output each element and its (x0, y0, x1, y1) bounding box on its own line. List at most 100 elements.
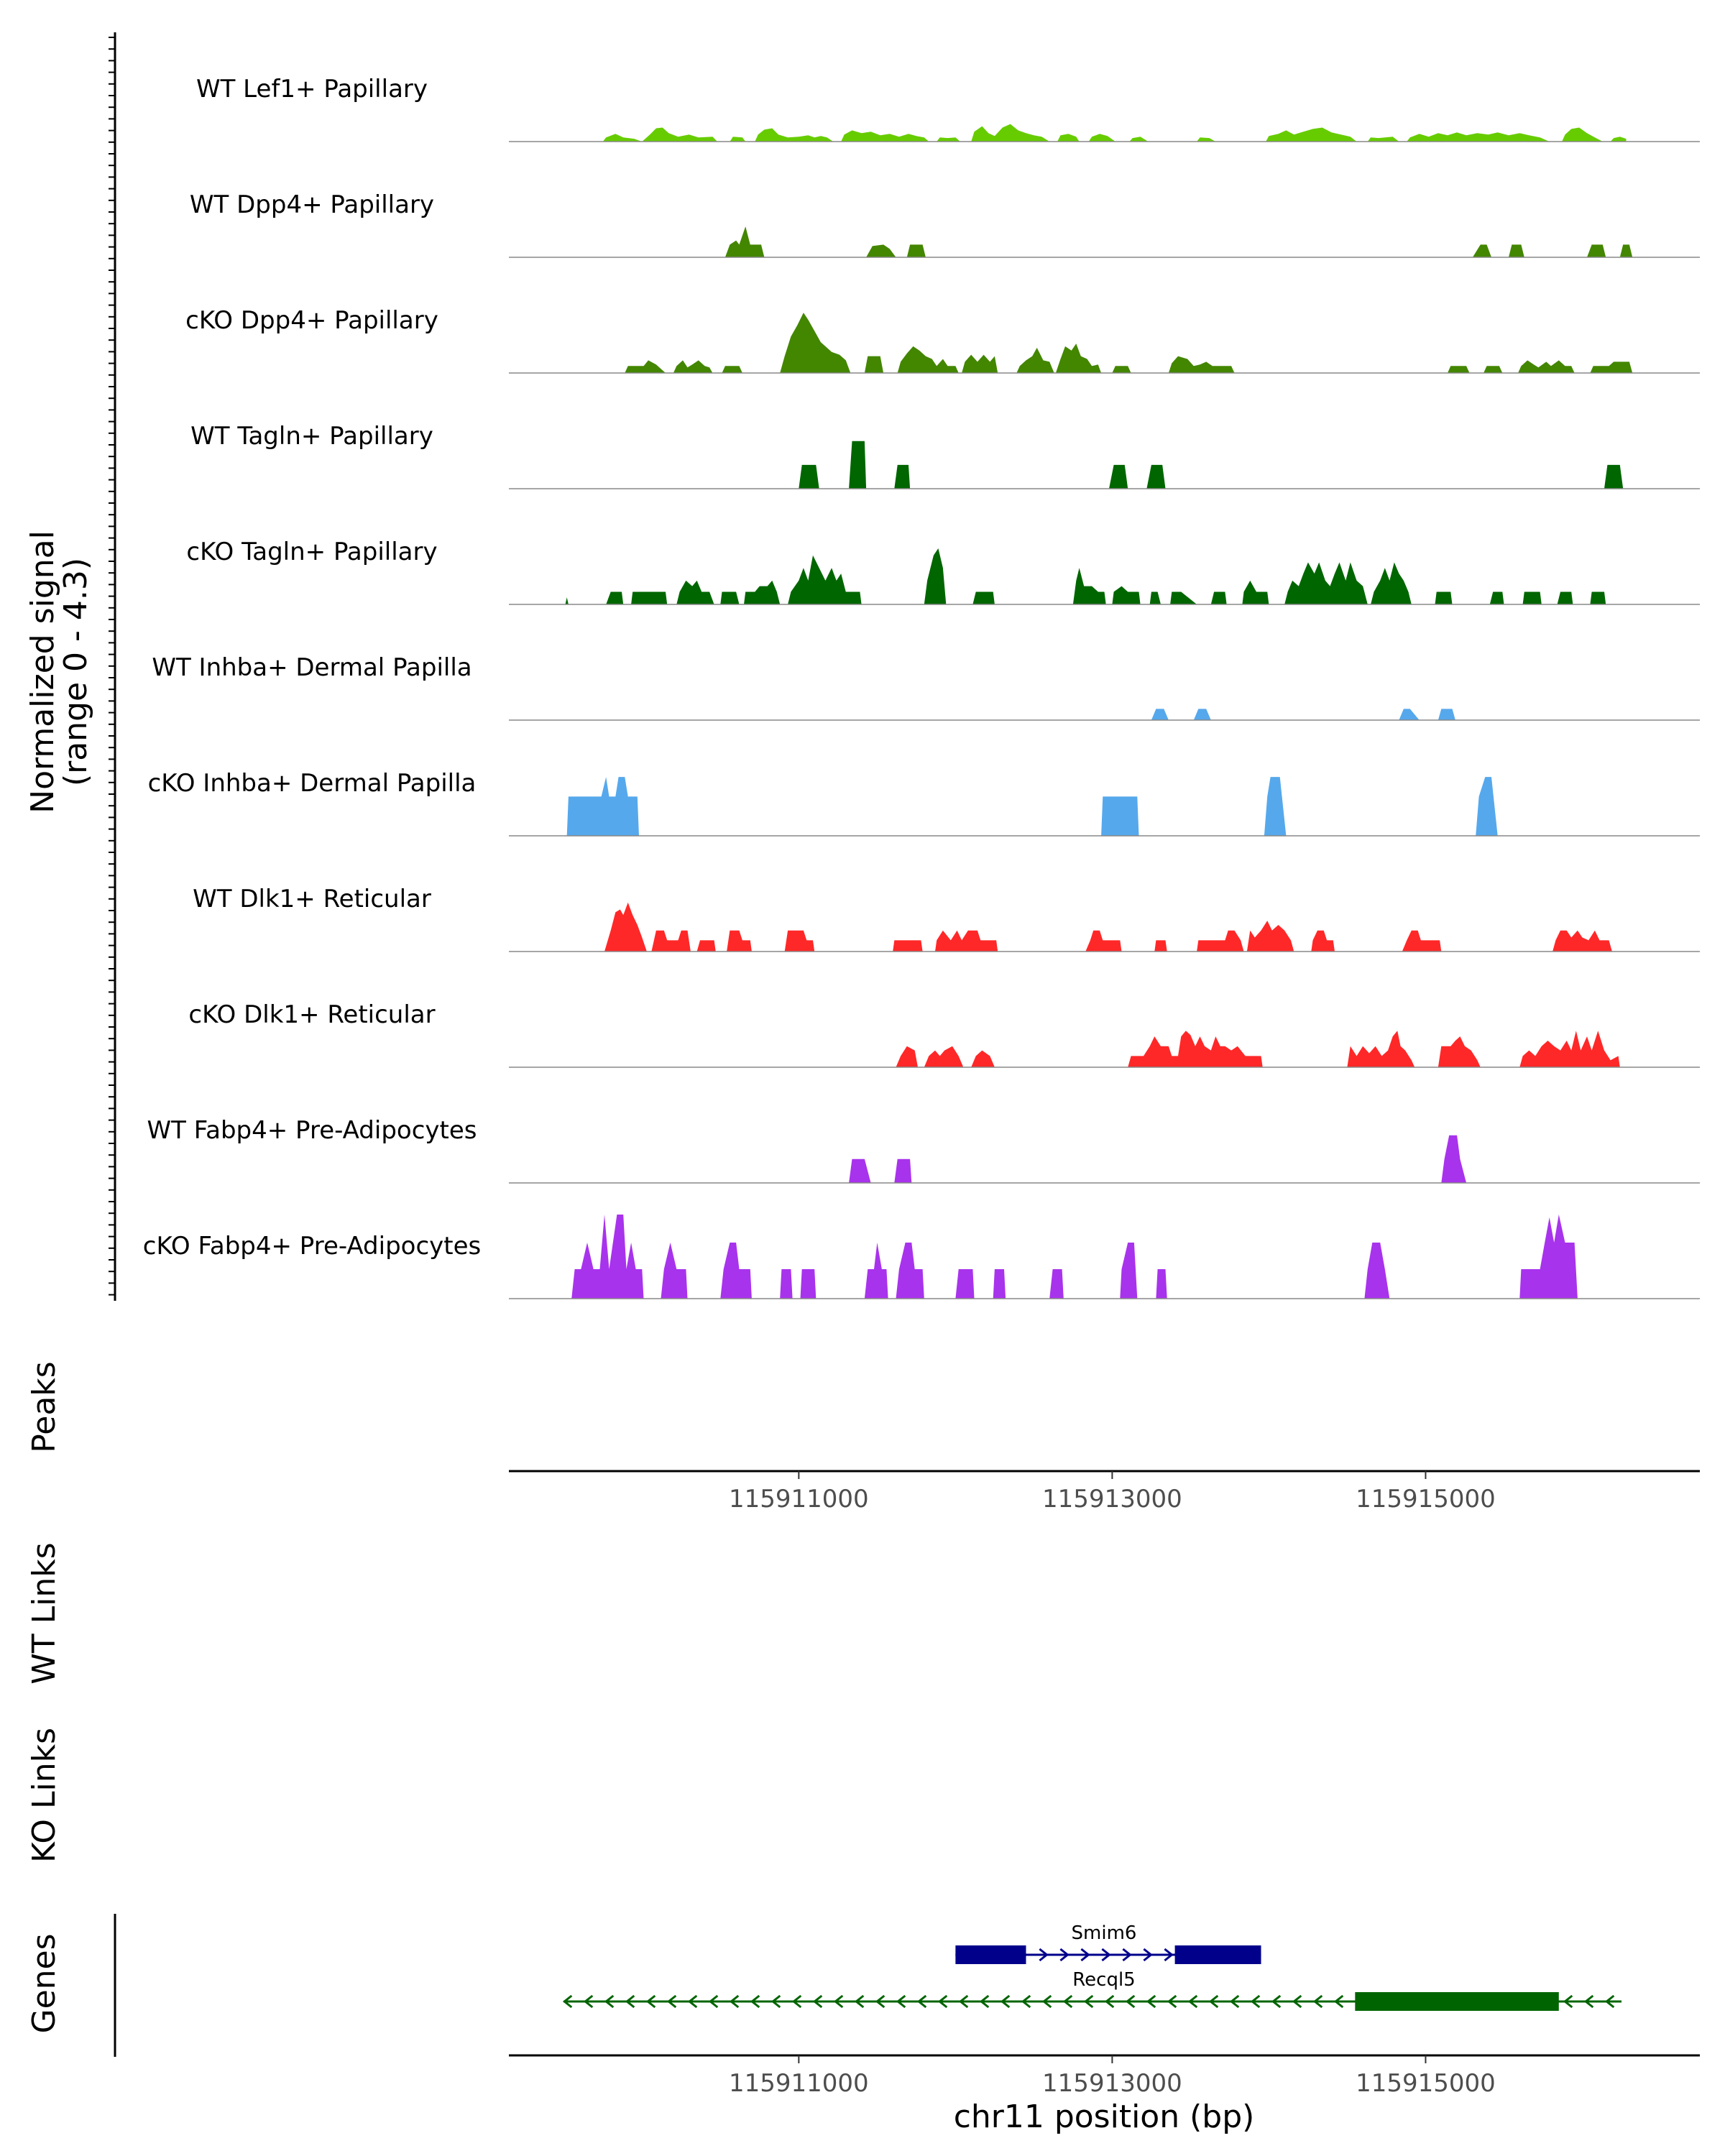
strand-arrow (583, 1994, 594, 2009)
strand-arrow (1164, 1948, 1174, 1962)
strand-arrow (937, 1994, 948, 2009)
x-tick-label: 115913000 (1042, 1485, 1182, 1514)
gene-label: Smim6 (1072, 1922, 1137, 1944)
strand-arrow (1122, 1948, 1132, 1962)
strand-arrow (1583, 1994, 1594, 2009)
strand-arrow (1208, 1994, 1219, 2009)
track-label: cKO Inhba+ Dermal Papilla (148, 769, 477, 798)
strand-arrow (1039, 1948, 1049, 1962)
strand-arrow (1041, 1994, 1052, 2009)
y-axis-label-range: (range 0 - 4.3) (58, 558, 94, 786)
gene-track: Smim6 Recql5 (562, 1922, 1622, 2011)
coverage-area-wt-lef1-papillary (602, 124, 1627, 142)
strand-arrow (812, 1994, 823, 2009)
track-cko-inhba-dermal-papilla: cKO Inhba+ Dermal Papilla (148, 769, 1700, 837)
track-cko-tagln-papillary: cKO Tagln+ Papillary (186, 538, 1700, 605)
track-wt-lef1-papillary: WT Lef1+ Papillary (196, 75, 1700, 142)
strand-arrow (958, 1994, 969, 2009)
gene-exon (1355, 1992, 1559, 2011)
coverage-area-cko-tagln-papillary (565, 548, 1606, 604)
x-tick-label: 115913000 (1042, 2069, 1182, 2098)
strand-arrow (1143, 1948, 1153, 1962)
coverage-area-wt-fabp4-pre-adipocytes (849, 1135, 1467, 1183)
track-cko-fabp4-pre-adipocytes: cKO Fabp4+ Pre-Adipocytes (143, 1215, 1700, 1299)
track-cko-dlk1-reticular: cKO Dlk1+ Reticular (188, 1000, 1700, 1068)
strand-arrow (1292, 1994, 1302, 2009)
strand-arrow (1062, 1994, 1073, 2009)
coverage-area-cko-fabp4-pre-adipocytes (571, 1215, 1578, 1299)
strand-arrow (979, 1994, 990, 2009)
strand-arrow (1333, 1994, 1344, 2009)
coverage-area-wt-dlk1-reticular (604, 902, 1612, 952)
strand-arrow (1563, 1994, 1573, 2009)
strand-arrow (1312, 1994, 1323, 2009)
strand-arrow (1146, 1994, 1156, 2009)
y-axis-label: Normalized signal (24, 530, 61, 814)
strand-arrow (1271, 1994, 1282, 2009)
x-tick-label: 115911000 (729, 2069, 869, 2098)
signal-y-axis (109, 32, 116, 1301)
track-label: cKO Tagln+ Papillary (186, 538, 437, 566)
peaks-x-axis: 115911000 115913000 115915000 (729, 1471, 1496, 1514)
strand-arrow (1167, 1994, 1177, 2009)
strand-arrow (1187, 1994, 1198, 2009)
strand-arrow (1083, 1994, 1094, 2009)
strand-arrow (791, 1994, 802, 2009)
track-label: cKO Dpp4+ Papillary (185, 306, 438, 335)
strand-arrow (687, 1994, 698, 2009)
x-tick-label: 115911000 (729, 1485, 869, 1514)
strand-arrow (1104, 1994, 1115, 2009)
gene-exon (1174, 1945, 1261, 1964)
track-label: WT Dpp4+ Papillary (190, 190, 434, 219)
strand-arrow (896, 1994, 906, 2009)
track-wt-dlk1-reticular: WT Dlk1+ Reticular (193, 885, 1700, 952)
strand-arrow (1059, 1948, 1070, 1962)
strand-arrow (1000, 1994, 1011, 2009)
strand-arrow (770, 1994, 781, 2009)
coverage-area-cko-dpp4-papillary (625, 313, 1633, 373)
track-label: WT Lef1+ Papillary (196, 75, 428, 103)
strand-arrow (1604, 1994, 1615, 2009)
track-label: cKO Dlk1+ Reticular (188, 1000, 435, 1029)
track-wt-inhba-dermal-papilla: WT Inhba+ Dermal Papilla (152, 653, 1700, 721)
track-wt-fabp4-pre-adipocytes: WT Fabp4+ Pre-Adipocytes (147, 1116, 1700, 1184)
x-axis-title: chr11 position (bp) (954, 2099, 1255, 2135)
strand-arrow (833, 1994, 844, 2009)
strand-arrow (604, 1994, 615, 2009)
track-cko-dpp4-papillary: cKO Dpp4+ Papillary (185, 306, 1700, 374)
genes-track-label: Genes (26, 1933, 63, 2033)
strand-arrow (854, 1994, 865, 2009)
strand-arrow (750, 1994, 760, 2009)
track-wt-dpp4-papillary: WT Dpp4+ Papillary (190, 190, 1700, 258)
gene-label: Recql5 (1072, 1969, 1135, 1991)
strand-arrow (666, 1994, 677, 2009)
coverage-tracks: WT Lef1+ Papillary WT Dpp4+ Papillary cKO … (143, 75, 1700, 1299)
track-label: WT Dlk1+ Reticular (193, 885, 431, 913)
track-label: WT Fabp4+ Pre-Adipocytes (147, 1116, 477, 1145)
x-tick-label: 115915000 (1356, 1485, 1496, 1514)
strand-arrow (1229, 1994, 1240, 2009)
strand-arrow (708, 1994, 719, 2009)
coverage-area-wt-dpp4-papillary (724, 226, 1633, 257)
coverage-area-cko-dlk1-reticular (896, 1031, 1620, 1067)
strand-arrow (625, 1994, 635, 2009)
peaks-track-label: Peaks (26, 1361, 63, 1452)
strand-arrow (1021, 1994, 1031, 2009)
strand-arrow (645, 1994, 656, 2009)
strand-arrow (875, 1994, 886, 2009)
strand-arrow (1125, 1994, 1136, 2009)
gene-recql5: Recql5 (562, 1969, 1622, 2011)
wt-links-track-label: WT Links (26, 1542, 63, 1684)
gene-exon (955, 1945, 1026, 1964)
track-label: cKO Fabp4+ Pre-Adipocytes (143, 1232, 482, 1261)
track-label: WT Tagln+ Papillary (190, 422, 433, 451)
strand-arrow (562, 1994, 573, 2009)
track-label: WT Inhba+ Dermal Papilla (152, 653, 472, 682)
strand-arrow (916, 1994, 927, 2009)
ko-links-track-label: KO Links (26, 1728, 63, 1863)
gene-smim6: Smim6 (955, 1922, 1261, 1964)
strand-arrow (729, 1994, 740, 2009)
genes-x-axis: 115911000 115913000 115915000 (729, 2055, 1496, 2098)
x-tick-label: 115915000 (1356, 2069, 1496, 2098)
